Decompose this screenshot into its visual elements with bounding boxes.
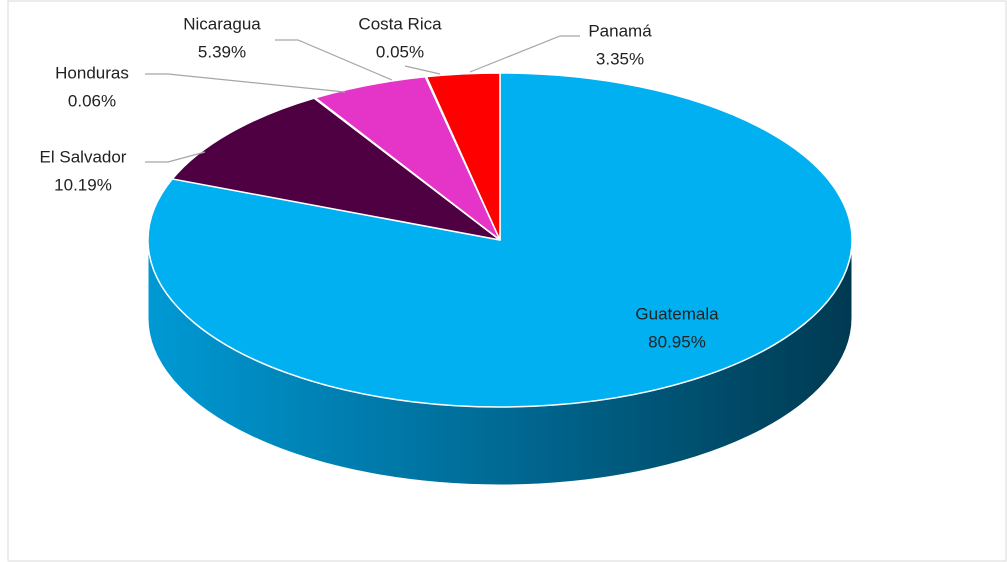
data-label-name: Nicaragua <box>183 14 261 33</box>
leader-line <box>145 151 206 163</box>
data-label-value: 3.35% <box>596 49 644 68</box>
data-label-value: 0.06% <box>68 91 116 110</box>
leader-line <box>469 35 580 73</box>
slice <box>425 72 501 241</box>
leader-line <box>404 65 441 75</box>
chart-frame <box>7 0 1007 562</box>
data-label-name: Guatemala <box>635 304 719 323</box>
data-label-name: Costa Rica <box>358 14 442 33</box>
data-label-value: 5.39% <box>198 42 246 61</box>
leader-line <box>145 73 346 93</box>
data-label-value: 80.95% <box>648 332 706 351</box>
leader-line <box>275 39 393 81</box>
data-label-value: 10.19% <box>54 175 112 194</box>
data-label-name: Panamá <box>588 21 652 40</box>
data-label-value: 0.05% <box>376 42 424 61</box>
slice <box>170 97 501 241</box>
data-label-name: El Salvador <box>40 147 127 166</box>
data-label-name: Honduras <box>55 63 129 82</box>
